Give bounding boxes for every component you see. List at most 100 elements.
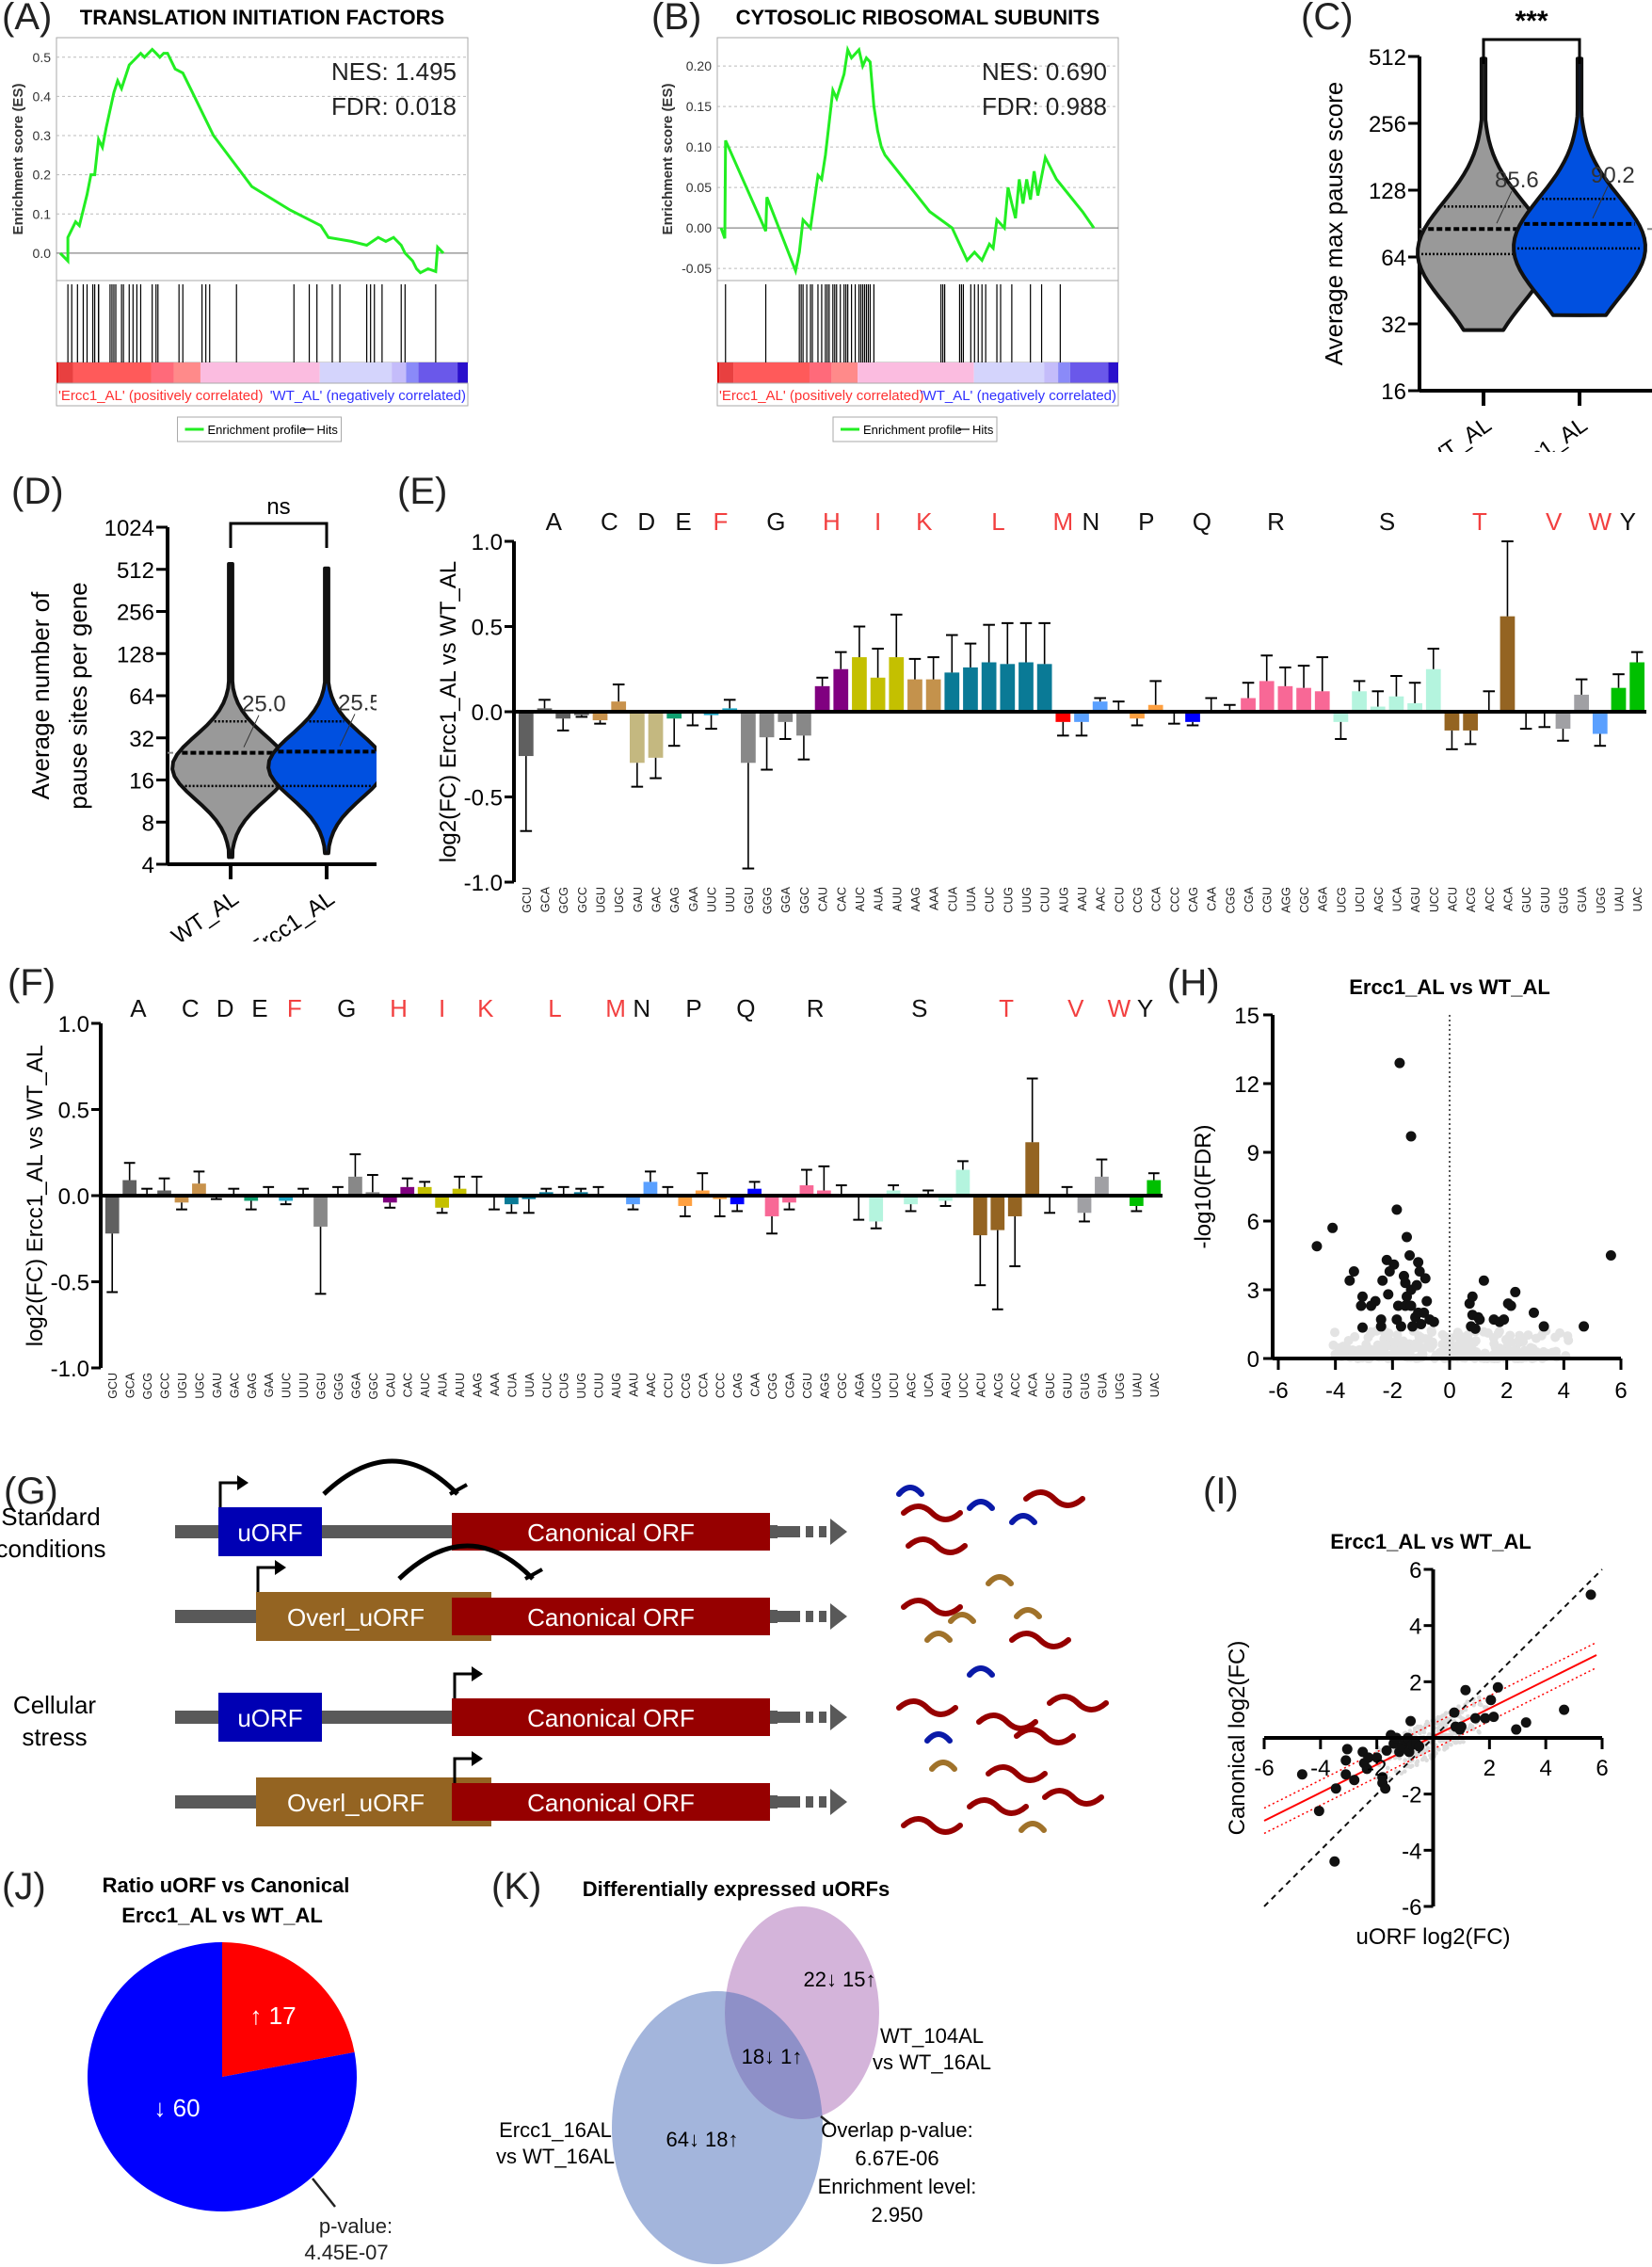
significant-point bbox=[1414, 1266, 1425, 1278]
nonsignificant-point bbox=[1444, 1346, 1454, 1357]
bar-acg bbox=[990, 1196, 1005, 1230]
arrow-shaft bbox=[772, 1611, 800, 1622]
x-tick-label: GAA bbox=[263, 1372, 276, 1397]
bar-gcu bbox=[518, 712, 534, 757]
y-tick-label: 0.0 bbox=[58, 1184, 89, 1210]
significant-point bbox=[1413, 1257, 1424, 1268]
chart-title: Differentially expressed uORFs bbox=[583, 1877, 890, 1901]
x-tick-label: UCA bbox=[922, 1372, 936, 1397]
significant-point bbox=[1559, 1704, 1570, 1715]
significant-point bbox=[1411, 1279, 1422, 1291]
bar-ugc bbox=[611, 701, 627, 712]
nonsignificant-point bbox=[1409, 1763, 1415, 1768]
x-tick-label: UGU bbox=[176, 1373, 189, 1399]
x-tick-label: AAC bbox=[1095, 887, 1108, 911]
nonsignificant-point bbox=[1459, 1709, 1465, 1714]
chart-title: Ercc1_AL vs WT_AL bbox=[1349, 975, 1550, 999]
bar-cua bbox=[944, 672, 960, 712]
x-tick-label: GCU bbox=[521, 887, 534, 913]
canonical-protein-squiggle bbox=[976, 1712, 1038, 1731]
x-tick-label: UGU bbox=[595, 887, 608, 913]
x-tick-label: UUA bbox=[965, 886, 978, 911]
canonical-protein-squiggle bbox=[1009, 1631, 1071, 1649]
canonical-protein-squiggle bbox=[896, 1698, 958, 1717]
canonical-protein-squiggle bbox=[1047, 1694, 1109, 1712]
arrow-shaft bbox=[772, 1712, 800, 1723]
nonsignificant-point bbox=[1361, 1340, 1371, 1350]
amino-acid-label-i: I bbox=[874, 507, 881, 536]
y-tick-label: 1.0 bbox=[472, 530, 503, 555]
y-tick-label: 64 bbox=[1381, 246, 1406, 271]
panel-label-f: (F) bbox=[8, 962, 56, 1004]
significant-point bbox=[1405, 1300, 1417, 1311]
significance-bracket bbox=[229, 522, 329, 548]
x-tick-label: AGU bbox=[939, 1373, 953, 1398]
gsea-panel-a: TRANSLATION INITIATION FACTORS 0.0 0.1 0.2 0… bbox=[10, 6, 469, 442]
uorf-peptide-squiggle bbox=[924, 1731, 953, 1744]
significant-point bbox=[1391, 1204, 1403, 1215]
x-tick-label: UUC bbox=[281, 1373, 294, 1398]
x-tick-label: 6 bbox=[1614, 1378, 1627, 1404]
bar-acg bbox=[1463, 712, 1478, 731]
bar-cac bbox=[833, 668, 849, 712]
amino-acid-label-c: C bbox=[182, 994, 200, 1022]
bar-panel-f: -1.0 -0.5 0.0 0.5 1.0 log2(FC) Ercc1_AL vs WT… bbox=[23, 994, 1163, 1400]
bar-ugc bbox=[192, 1183, 206, 1196]
bar-uua bbox=[963, 667, 978, 712]
violin-wt-al bbox=[1416, 56, 1551, 332]
pie-slice-up bbox=[222, 1942, 355, 2077]
x-tick-label: CUC bbox=[540, 1373, 553, 1398]
bar-cag bbox=[730, 1196, 745, 1205]
bar-gag bbox=[666, 712, 682, 719]
nonsignificant-point bbox=[1374, 1344, 1385, 1355]
x-tick-label: UAC bbox=[1148, 1373, 1162, 1397]
x-tick-label: GCG bbox=[141, 1373, 154, 1399]
y-tick-label: 0.05 bbox=[686, 180, 712, 195]
arrow-dash bbox=[806, 1611, 813, 1622]
significant-point bbox=[1395, 1321, 1406, 1332]
canonical-protein-squiggle bbox=[986, 1764, 1048, 1783]
panel-label-h: (H) bbox=[1167, 962, 1220, 1004]
tss-arrowhead bbox=[472, 1666, 483, 1681]
bar-aac bbox=[1092, 701, 1108, 712]
y-tick-label: 0.15 bbox=[686, 99, 712, 114]
bar-gau bbox=[630, 712, 645, 764]
x-tick-label: UCU bbox=[1354, 887, 1367, 912]
x-tick-label: AUG bbox=[610, 1373, 623, 1398]
significant-point bbox=[1467, 1291, 1478, 1302]
bar-gga bbox=[778, 712, 794, 722]
bar-cug bbox=[1000, 664, 1016, 712]
legend-hits-label: Hits bbox=[972, 423, 994, 437]
x-tick-label: AUU bbox=[890, 887, 904, 911]
bar-gug bbox=[1555, 712, 1571, 730]
x-tick-label: CAU bbox=[817, 887, 830, 911]
bar-ucg bbox=[869, 1196, 884, 1222]
x-tick-label: AGA bbox=[1317, 886, 1330, 911]
nonsignificant-point bbox=[1397, 1348, 1407, 1359]
bar-gcg bbox=[555, 712, 571, 719]
nonsignificant-point bbox=[1452, 1740, 1458, 1745]
y-tick-label: 3 bbox=[1247, 1278, 1259, 1304]
enrichment-profile-line bbox=[58, 47, 445, 275]
significant-point bbox=[1404, 1250, 1416, 1261]
x-tick-label: GAC bbox=[228, 1373, 241, 1398]
median-value-label: 90.2 bbox=[1591, 163, 1635, 188]
tss-arrow bbox=[453, 1672, 473, 1698]
nonsignificant-point bbox=[1465, 1727, 1470, 1732]
bar-cau bbox=[382, 1196, 397, 1203]
y-tick-label: -0.5 bbox=[51, 1271, 89, 1296]
overl-uorf-peptide-squiggle bbox=[929, 1760, 957, 1772]
y-tick-label: 4 bbox=[142, 853, 154, 878]
rank-gradient-segment bbox=[457, 362, 468, 383]
x-tick-label: ACG bbox=[992, 1373, 1005, 1398]
significant-point bbox=[1460, 1684, 1471, 1696]
x-tick-label: CAG bbox=[731, 1373, 745, 1398]
tss-arrow bbox=[218, 1481, 239, 1507]
canonical-protein-squiggle bbox=[901, 1598, 963, 1616]
x-tick-label: GUU bbox=[1062, 1373, 1075, 1399]
significant-point bbox=[1414, 1741, 1425, 1752]
bar-aga bbox=[1314, 691, 1330, 712]
nonsignificant-point bbox=[1436, 1746, 1441, 1752]
significant-point bbox=[1377, 1275, 1388, 1286]
amino-acid-label-d: D bbox=[637, 507, 655, 536]
